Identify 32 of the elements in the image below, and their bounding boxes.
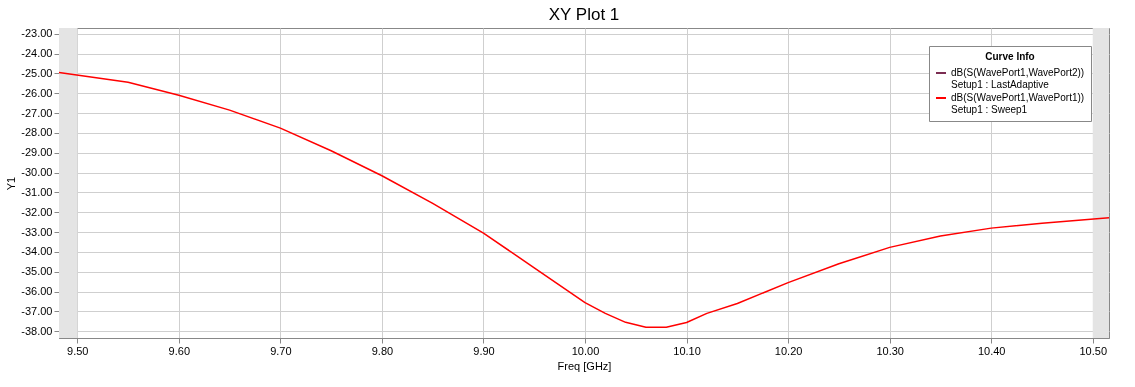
y-tick-label: -24.00: [21, 47, 53, 60]
y-axis-title: Y1: [5, 176, 18, 191]
x-tick-label: 10.30: [876, 344, 904, 357]
y-tick-label: -34.00: [21, 245, 53, 258]
x-tick-label: 9.80: [371, 344, 394, 357]
y-tick-label: -27.00: [21, 106, 53, 119]
x-tick-label: 9.90: [473, 344, 495, 357]
x-tick-label: 10.40: [977, 344, 1006, 357]
legend-title: Curve Info: [985, 51, 1035, 62]
y-tick-label: -23.00: [21, 27, 53, 40]
x-tick-label: 10.50: [1079, 344, 1108, 357]
y-tick-label: -25.00: [21, 66, 53, 79]
y-tick-label: -32.00: [21, 205, 53, 218]
x-tick-label: 10.10: [673, 344, 701, 357]
x-tick-label: 10.20: [774, 344, 803, 357]
x-tick-label: 10.00: [571, 344, 600, 357]
y-tick-label: -35.00: [21, 265, 53, 278]
y-tick-label: -37.00: [21, 304, 53, 317]
y-tick-label: -29.00: [21, 146, 53, 159]
x-tick-label: 9.50: [67, 344, 89, 357]
y-tick-label: -28.00: [21, 126, 53, 139]
x-tick-label: 9.60: [168, 344, 191, 357]
x-tick-label: 9.70: [270, 344, 292, 357]
x-axis-title: Freq [GHz]: [557, 359, 612, 372]
legend-label: dB(S(WavePort1,WavePort1)) Setup1 : Sweep1: [951, 92, 1085, 115]
y-tick-label: -38.00: [21, 324, 53, 337]
y-tick-label: -30.00: [21, 166, 53, 179]
y-tick-label: -33.00: [21, 225, 53, 238]
y-tick-label: -26.00: [21, 86, 53, 99]
y-tick-label: -31.00: [21, 185, 53, 198]
chart-title: XY Plot 1: [548, 4, 620, 24]
y-tick-label: -36.00: [21, 285, 53, 298]
